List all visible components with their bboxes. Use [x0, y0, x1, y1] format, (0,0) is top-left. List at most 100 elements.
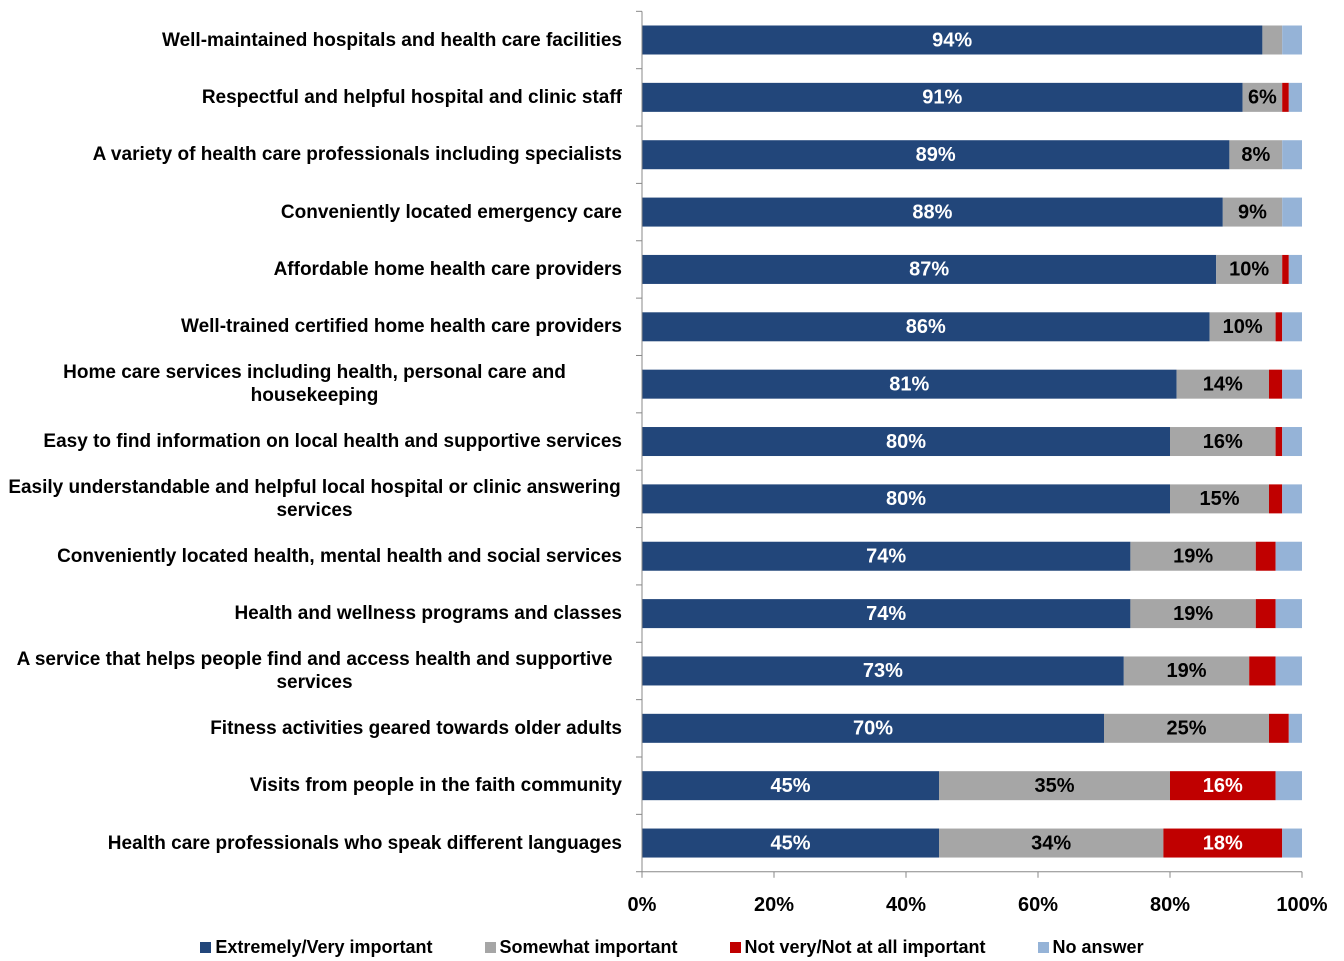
x-tick-label: 40%: [886, 894, 926, 916]
bar-segment: [642, 140, 1230, 170]
x-tick-label: 60%: [1018, 894, 1058, 916]
data-label: 15%: [1199, 488, 1239, 510]
data-label: 45%: [770, 775, 810, 797]
legend-label: Extremely/Very important: [215, 937, 433, 957]
data-label: 34%: [1031, 832, 1071, 854]
bar-segment: [1104, 713, 1269, 743]
bar-segment: [1163, 828, 1283, 858]
legend: Extremely/Very important Somewhat importa…: [0, 937, 1344, 958]
data-label: 88%: [912, 201, 952, 223]
bar-segment: [1269, 484, 1283, 514]
bar-segment: [1255, 541, 1276, 571]
bar-segment: [642, 82, 1243, 112]
data-label: 35%: [1034, 775, 1074, 797]
category-text: Conveniently located emergency care: [280, 201, 622, 223]
x-tick-label: 0%: [628, 894, 657, 916]
category-text: A variety of health care professionals i…: [92, 144, 622, 166]
bar-segment: [1282, 484, 1302, 514]
bar-segment: [1216, 254, 1283, 284]
bar-segment: [642, 197, 1223, 227]
data-label: 8%: [1241, 144, 1270, 166]
bar-segment: [1130, 599, 1256, 629]
data-label: 19%: [1173, 546, 1213, 568]
bar-segment: [642, 254, 1217, 284]
legend-label: No answer: [1052, 937, 1144, 957]
bar-segment: [1288, 82, 1302, 112]
bar-segment: [939, 771, 1170, 801]
legend-item: Not very/Not at all important: [729, 937, 986, 958]
category-text: Respectful and helpful hospital and clin…: [201, 86, 622, 108]
bar-segment: [1282, 197, 1302, 227]
data-label: 6%: [1248, 87, 1277, 109]
bar-segment: [1275, 771, 1302, 801]
category-label: Fitness activities geared towards older …: [0, 700, 622, 756]
category-text: Well-trained certified home health care …: [181, 316, 622, 338]
bar-segment: [642, 484, 1170, 514]
category-label: Health and wellness programs and classes: [0, 586, 622, 642]
category-text: Home care services including health, per…: [63, 362, 566, 407]
bar-segment: [1282, 828, 1302, 858]
bar-segment: [1222, 197, 1283, 227]
data-label: 80%: [886, 488, 926, 510]
category-text: Health and wellness programs and classes: [234, 603, 622, 625]
bar-segment: [642, 369, 1177, 399]
category-text: Easily understandable and helpful local …: [8, 476, 621, 521]
legend-item: No answer: [1037, 937, 1144, 958]
bar-segment: [1282, 312, 1302, 342]
data-label: 80%: [886, 431, 926, 453]
bar-segment: [1170, 427, 1276, 457]
category-text: Conveniently located health, mental heal…: [57, 545, 622, 567]
data-label: 74%: [866, 603, 906, 625]
bar-segment: [1275, 427, 1283, 457]
category-label: A variety of health care professionals i…: [0, 127, 622, 183]
legend-item: Somewhat important: [484, 937, 678, 958]
category-label: Visits from people in the faith communit…: [0, 758, 622, 814]
bar-segment: [1123, 656, 1250, 686]
data-label: 73%: [863, 660, 903, 682]
data-label: 19%: [1166, 660, 1206, 682]
data-label: 14%: [1203, 373, 1243, 395]
data-label: 89%: [916, 144, 956, 166]
bar-segment: [1269, 713, 1289, 743]
bar-segment: [1170, 484, 1269, 514]
bar-segment: [1130, 541, 1256, 571]
bar-segment: [1275, 541, 1302, 571]
bar-segment: [1262, 25, 1283, 55]
bar-segment: [1275, 599, 1302, 629]
x-tick-label: 100%: [1276, 894, 1327, 916]
data-label: 45%: [770, 832, 810, 854]
category-label: Well-trained certified home health care …: [0, 299, 622, 355]
category-label: Affordable home health care providers: [0, 241, 622, 297]
bar-segment: [1282, 140, 1302, 170]
category-text: Well-maintained hospitals and health car…: [162, 29, 622, 51]
bar-segment: [642, 541, 1131, 571]
category-label: Respectful and helpful hospital and clin…: [0, 69, 622, 125]
data-label: 9%: [1238, 201, 1267, 223]
data-label: 87%: [909, 259, 949, 281]
legend-swatch: [729, 942, 741, 953]
category-label: A service that helps people find and acc…: [0, 643, 622, 699]
bar-segment: [1249, 656, 1276, 686]
category-label: Conveniently located emergency care: [0, 184, 622, 240]
category-label: Easy to find information on local health…: [0, 414, 622, 470]
data-label: 10%: [1223, 316, 1263, 338]
bar-segment: [1209, 312, 1276, 342]
bar-segment: [1282, 254, 1289, 284]
bar-segment: [642, 599, 1131, 629]
bar-segment: [642, 312, 1210, 342]
data-label: 74%: [866, 546, 906, 568]
bar-segment: [1275, 312, 1283, 342]
bar-segment: [642, 656, 1124, 686]
bar-segment: [1275, 656, 1302, 686]
data-label: 91%: [922, 87, 962, 109]
bar-segment: [1255, 599, 1276, 629]
legend-swatch: [1037, 942, 1049, 953]
data-label: 10%: [1229, 259, 1269, 281]
data-label: 86%: [906, 316, 946, 338]
legend-label: Somewhat important: [499, 937, 678, 957]
legend-label: Not very/Not at all important: [744, 937, 986, 957]
data-label: 19%: [1173, 603, 1213, 625]
category-label: Home care services including health, per…: [0, 356, 622, 412]
legend-item: Extremely/Very important: [200, 937, 433, 958]
